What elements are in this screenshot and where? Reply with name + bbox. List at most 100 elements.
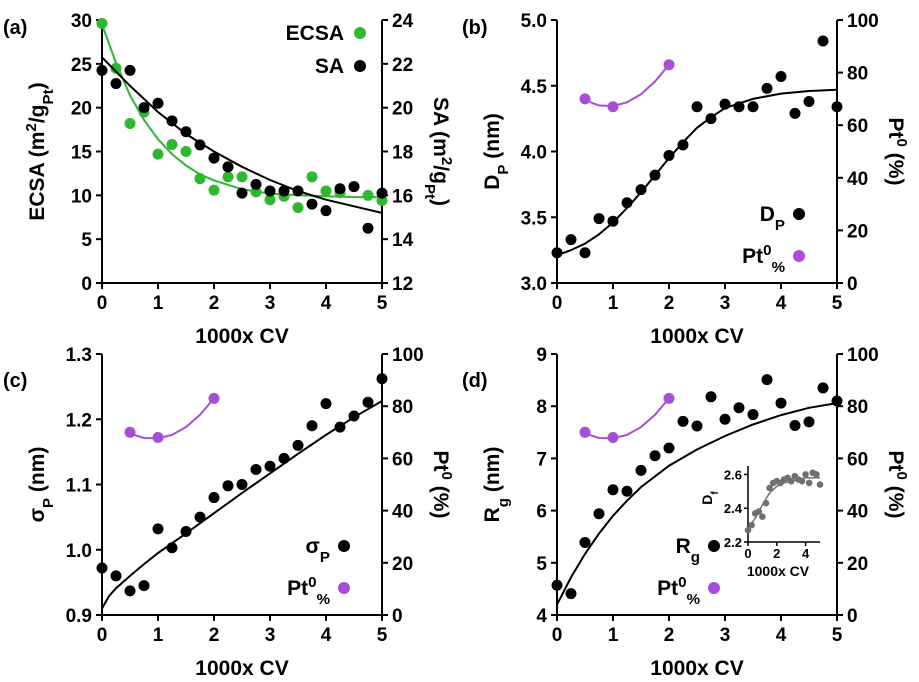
y-tick-label: 1.3 xyxy=(66,345,92,366)
data-point xyxy=(264,185,276,197)
data-point xyxy=(152,148,164,160)
fit-line xyxy=(101,56,383,214)
data-point xyxy=(152,97,164,109)
data-point xyxy=(747,101,759,113)
fit-line xyxy=(584,397,670,440)
data-point xyxy=(264,194,276,206)
inset-y-tick-label: 2.6 xyxy=(724,467,742,482)
series-0 xyxy=(96,18,388,214)
y2-tick-label: 20 xyxy=(392,554,413,575)
x-axis-label: 1000x CV xyxy=(650,657,743,680)
x-tick-label: 2 xyxy=(664,625,675,646)
inset-x-axis-label: 1000x CV xyxy=(747,563,810,579)
data-point xyxy=(138,580,150,592)
data-point xyxy=(208,152,220,164)
data-point xyxy=(775,71,787,83)
fit-line xyxy=(101,400,383,609)
y-axis-label: DP (nm) xyxy=(481,113,512,190)
inset-data-point xyxy=(816,481,824,488)
legend-entry-label: Pt0% xyxy=(657,574,700,608)
y2-tick-label: 12 xyxy=(392,274,413,295)
data-point xyxy=(320,398,332,410)
y-tick-label: 30 xyxy=(71,11,92,32)
data-point xyxy=(278,452,290,464)
data-point xyxy=(733,402,745,414)
x-tick-label: 4 xyxy=(321,625,332,646)
data-point xyxy=(635,184,647,196)
data-point xyxy=(264,460,276,472)
x-tick-label: 1 xyxy=(608,625,619,646)
legend: Rg Pt0% xyxy=(657,535,720,608)
y2-tick-label: 20 xyxy=(847,221,868,242)
data-point xyxy=(663,392,675,404)
data-point xyxy=(747,409,759,421)
inset-y-tick-label: 2.4 xyxy=(724,501,743,516)
y2-tick-label: 80 xyxy=(847,397,868,418)
legend-marker xyxy=(338,540,350,552)
legend-marker xyxy=(793,250,805,262)
legend-marker xyxy=(338,582,350,594)
data-point xyxy=(803,416,815,428)
y2-axis-label: Pt0 (%) xyxy=(884,118,911,186)
data-point xyxy=(250,463,262,475)
y2-tick-label: 40 xyxy=(847,502,868,523)
y-axis-label: σP (nm) xyxy=(26,447,57,523)
inset-chart: 0 2 4 2.2 2.4 2.6 1000x CV Df xyxy=(699,466,824,579)
data-point xyxy=(607,215,619,227)
data-point xyxy=(194,139,206,151)
legend-marker xyxy=(708,540,720,552)
series-0 xyxy=(551,35,843,259)
y2-tick-label: 60 xyxy=(847,116,868,137)
inset-y-axis-label: Df xyxy=(699,491,721,505)
y2-tick-label: 20 xyxy=(847,554,868,575)
fit-line xyxy=(129,397,215,440)
x-tick-label: 5 xyxy=(832,293,843,314)
inset-data-point xyxy=(802,471,809,478)
data-point xyxy=(236,171,248,183)
legend-entry-label: Rg xyxy=(676,535,700,566)
y2-tick-label: 18 xyxy=(392,143,413,164)
data-point xyxy=(376,187,388,199)
data-point xyxy=(334,421,346,433)
x-tick-label: 0 xyxy=(552,293,563,314)
y-tick-label: 8 xyxy=(536,397,547,418)
y-tick-label: 0.9 xyxy=(66,606,92,627)
data-point xyxy=(166,138,178,150)
y-tick-label: 5.0 xyxy=(521,11,547,32)
y-tick-label: 5 xyxy=(81,230,92,251)
inset-y-tick-label: 2.2 xyxy=(724,535,742,550)
data-point xyxy=(677,139,689,151)
x-tick-label: 4 xyxy=(321,293,332,314)
x-tick-label: 0 xyxy=(552,625,563,646)
y-tick-label: 9 xyxy=(536,345,547,366)
series-0 xyxy=(551,374,843,606)
legend-marker xyxy=(708,582,720,594)
data-point xyxy=(152,432,164,444)
data-point xyxy=(565,588,577,600)
legend: ECSA SA xyxy=(286,22,366,78)
y2-tick-label: 60 xyxy=(847,449,868,470)
inset-data-point xyxy=(762,499,770,507)
data-point xyxy=(705,113,717,125)
y-tick-label: 5 xyxy=(536,554,547,575)
x-tick-label: 0 xyxy=(97,625,108,646)
legend-marker xyxy=(354,27,366,39)
data-point xyxy=(789,420,801,432)
data-point xyxy=(152,523,164,535)
data-point xyxy=(663,59,675,71)
x-tick-label: 2 xyxy=(209,625,220,646)
data-point xyxy=(551,247,563,259)
data-point xyxy=(705,391,717,403)
x-tick-label: 5 xyxy=(377,293,388,314)
data-point xyxy=(334,183,346,195)
y-tick-label: 0 xyxy=(81,274,92,295)
legend-entry-label: Pt0% xyxy=(742,242,785,276)
data-point xyxy=(124,426,136,438)
data-point xyxy=(138,102,150,114)
data-point xyxy=(320,185,332,197)
y-tick-label: 4.5 xyxy=(521,77,548,98)
series-0 xyxy=(96,373,388,609)
data-point xyxy=(761,82,773,94)
data-point xyxy=(803,96,815,108)
